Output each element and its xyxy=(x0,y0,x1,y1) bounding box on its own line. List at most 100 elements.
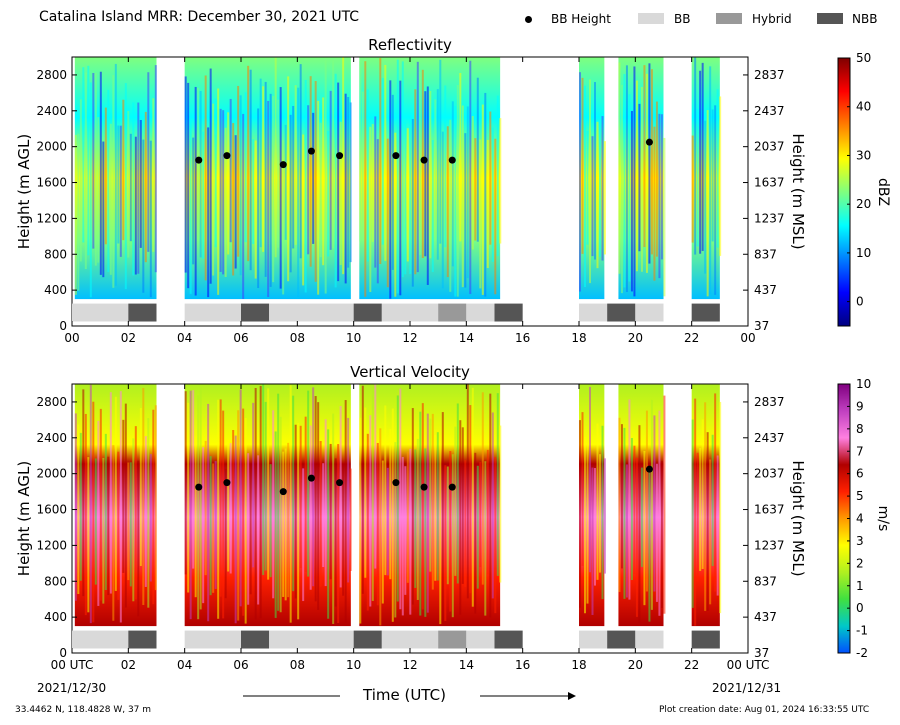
colorbar-tick-label: 8 xyxy=(856,422,864,436)
heatmap-streak xyxy=(234,435,237,624)
heatmap-streak xyxy=(237,85,240,257)
heatmap-streak xyxy=(635,80,638,272)
heatmap-streak xyxy=(282,140,285,295)
heatmap-field xyxy=(74,384,722,627)
heatmap-streak xyxy=(309,76,312,267)
heatmap-streak xyxy=(209,456,212,596)
bb-height-point xyxy=(336,152,344,160)
x-tick-label: 12 xyxy=(402,331,417,345)
bb-height-point xyxy=(279,488,287,496)
x-tick-label: 04 xyxy=(177,331,192,345)
heatmap-streak xyxy=(262,384,265,575)
heatmap-streak xyxy=(369,126,372,293)
heatmap-streak xyxy=(204,440,207,576)
x-tick-label: 00 xyxy=(740,331,755,345)
heatmap-streak xyxy=(426,413,429,613)
heatmap-streak xyxy=(194,86,197,296)
x-tick-label: 04 xyxy=(177,658,192,672)
bb-height-point xyxy=(336,479,344,487)
heatmap-streak xyxy=(122,99,125,241)
heatmap-streak xyxy=(658,113,661,279)
bb-type-segment xyxy=(381,303,439,322)
chart-title: Vertical Velocity xyxy=(350,363,470,381)
bb-type-segment xyxy=(438,630,467,649)
bb-height-point xyxy=(223,479,231,487)
heatmap-streak xyxy=(431,139,434,273)
footer-location: 33.4462 N, 118.4828 W, 37 m xyxy=(15,705,152,715)
heatmap-streak xyxy=(197,395,200,620)
heatmap-streak xyxy=(87,65,90,256)
heatmap-streak xyxy=(406,451,409,583)
heatmap-streak xyxy=(99,71,102,275)
bb-height-point xyxy=(195,483,203,491)
heatmap-streak xyxy=(464,460,467,587)
heatmap-streak xyxy=(391,94,394,270)
heatmap-streak xyxy=(638,425,641,623)
heatmap-streak xyxy=(424,91,427,257)
heatmap-streak xyxy=(199,91,202,258)
heatmap-streak xyxy=(259,385,262,619)
bb-type-segment xyxy=(494,303,523,322)
heatmap-streak xyxy=(217,88,220,295)
heatmap-streak xyxy=(404,121,407,275)
x-tick-label: 00 xyxy=(64,331,79,345)
heatmap-streak xyxy=(282,451,285,597)
heatmap-streak xyxy=(242,113,245,299)
legend-hybrid-label: Hybrid xyxy=(752,12,792,26)
heatmap-streak xyxy=(232,123,235,276)
heatmap-streak xyxy=(369,415,372,607)
heatmap-streak xyxy=(102,141,105,278)
x-tick-label: 02 xyxy=(121,331,136,345)
heatmap-streak xyxy=(434,99,437,241)
heatmap-streak xyxy=(469,405,472,594)
heatmap-streak xyxy=(129,462,132,587)
bb-type-segment xyxy=(184,630,241,649)
y-tick-label: 2800 xyxy=(36,68,67,82)
heatmap-streak xyxy=(421,69,424,259)
heatmap-streak xyxy=(474,452,477,614)
heatmap-streak xyxy=(589,79,591,284)
heatmap-streak xyxy=(212,103,215,276)
heatmap-streak xyxy=(441,412,444,626)
heatmap-streak xyxy=(142,139,145,293)
heatmap-streak xyxy=(87,457,90,613)
y-tick-label: 2000 xyxy=(36,467,67,481)
heatmap-streak xyxy=(630,438,633,581)
heatmap-streak xyxy=(696,109,699,247)
y-tick-label: 1600 xyxy=(36,503,67,517)
heatmap-streak xyxy=(299,64,302,259)
heatmap-streak xyxy=(454,106,457,297)
heatmap-streak xyxy=(237,410,240,621)
heatmap-streak xyxy=(294,424,297,599)
heatmap-streak xyxy=(694,57,697,255)
heatmap-streak xyxy=(630,110,633,292)
heatmap-streak xyxy=(414,449,417,588)
heatmap-streak xyxy=(711,109,714,242)
heatmap-streak xyxy=(329,443,332,580)
heatmap-streak xyxy=(194,436,197,598)
heatmap-streak xyxy=(92,72,95,249)
heatmap-streak xyxy=(633,66,636,297)
heatmap-streak xyxy=(716,455,719,596)
y-axis-label: Height (m AGL) xyxy=(15,134,33,249)
heatmap-streak xyxy=(82,67,85,243)
heatmap-streak xyxy=(704,120,707,274)
heatmap-streak xyxy=(371,387,374,601)
heatmap-streak xyxy=(239,389,242,607)
heatmap-streak xyxy=(314,81,317,282)
heatmap-streak xyxy=(599,121,601,257)
heatmap-streak xyxy=(227,112,230,255)
colorbar-tick-label: 50 xyxy=(856,51,871,65)
heatmap-streak xyxy=(197,87,200,242)
heatmap-streak xyxy=(89,82,92,298)
heatmap-streak xyxy=(97,420,100,606)
heatmap-streak xyxy=(232,429,235,579)
bb-height-point xyxy=(307,147,315,155)
bb-type-segment xyxy=(381,630,439,649)
y-tick-label-right: 1637 xyxy=(754,503,785,517)
heatmap-streak xyxy=(219,108,222,272)
heatmap-streak xyxy=(342,464,345,596)
heatmap-streak xyxy=(429,418,432,572)
heatmap-streak xyxy=(381,78,384,245)
heatmap-streak xyxy=(334,73,337,288)
